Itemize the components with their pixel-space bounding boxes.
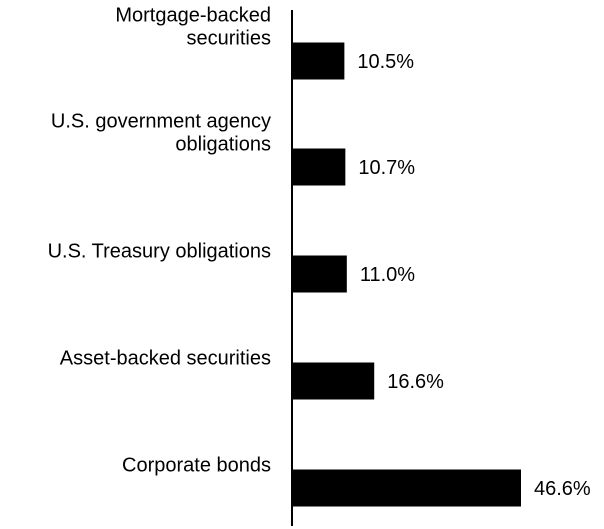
category-label-3-line-0: Asset-backed securities xyxy=(60,348,271,370)
bar-2 xyxy=(293,255,347,293)
value-label-2: 11.0% xyxy=(360,264,415,286)
category-label-2-line-0: U.S. Treasury obligations xyxy=(48,241,271,263)
value-label-4: 46.6% xyxy=(534,478,591,500)
category-label-1-line-0: U.S. government agency xyxy=(51,111,271,133)
category-label-1-line-1: obligations xyxy=(175,134,271,156)
value-label-1: 10.7% xyxy=(358,157,415,179)
category-label-0-line-0: Mortgage-backed xyxy=(115,5,271,27)
bar-4 xyxy=(293,469,521,507)
category-label-0-line-1: securities xyxy=(187,28,271,50)
bar-0 xyxy=(293,42,345,80)
bar-1 xyxy=(293,148,346,186)
value-label-3: 16.6% xyxy=(387,371,444,393)
value-label-0: 10.5% xyxy=(357,51,414,73)
bar-3 xyxy=(293,362,375,400)
category-label-4-line-0: Corporate bonds xyxy=(122,455,271,477)
